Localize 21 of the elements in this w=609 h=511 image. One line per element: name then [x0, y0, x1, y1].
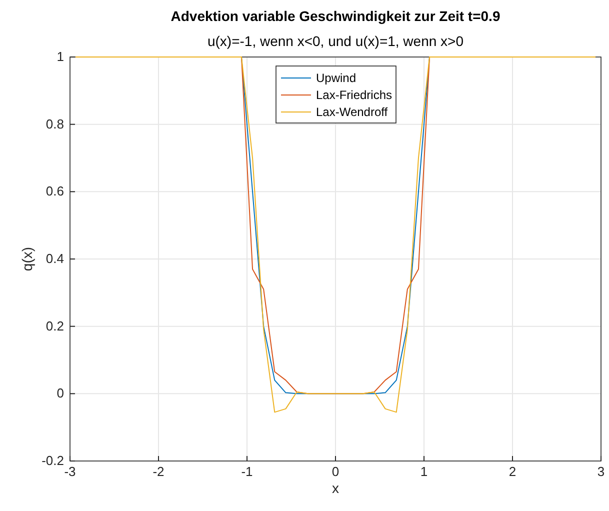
y-tick-label: 0.6: [46, 184, 64, 199]
y-tick-label: 0.8: [46, 116, 64, 132]
chart-subtitle: u(x)=-1, wenn x<0, und u(x)=1, wenn x>0: [207, 33, 464, 49]
x-tick-label: -3: [64, 464, 76, 479]
y-tick-label: -0.2: [42, 453, 64, 468]
y-tick-label: 0.4: [46, 251, 64, 266]
x-tick-label: -1: [241, 464, 253, 479]
x-tick-label: -2: [152, 464, 164, 479]
y-tick-label: 1: [56, 49, 64, 64]
legend-label: Upwind: [316, 71, 356, 85]
x-tick-label: 2: [508, 464, 516, 479]
y-axis-title: q(x): [19, 246, 35, 272]
legend-label: Lax-Wendroff: [316, 105, 388, 119]
legend-label: Lax-Friedrichs: [316, 88, 392, 102]
x-tick-label: 1: [420, 464, 428, 479]
x-axis-title: x: [332, 480, 339, 496]
y-tick-label: 0.2: [46, 318, 64, 334]
y-tick-label: 0: [56, 386, 64, 401]
x-tick-label: 3: [597, 464, 605, 479]
chart-title: Advektion variable Geschwindigkeit zur Zeit t=0.9: [170, 8, 500, 24]
x-tick-label: 0: [332, 464, 340, 479]
